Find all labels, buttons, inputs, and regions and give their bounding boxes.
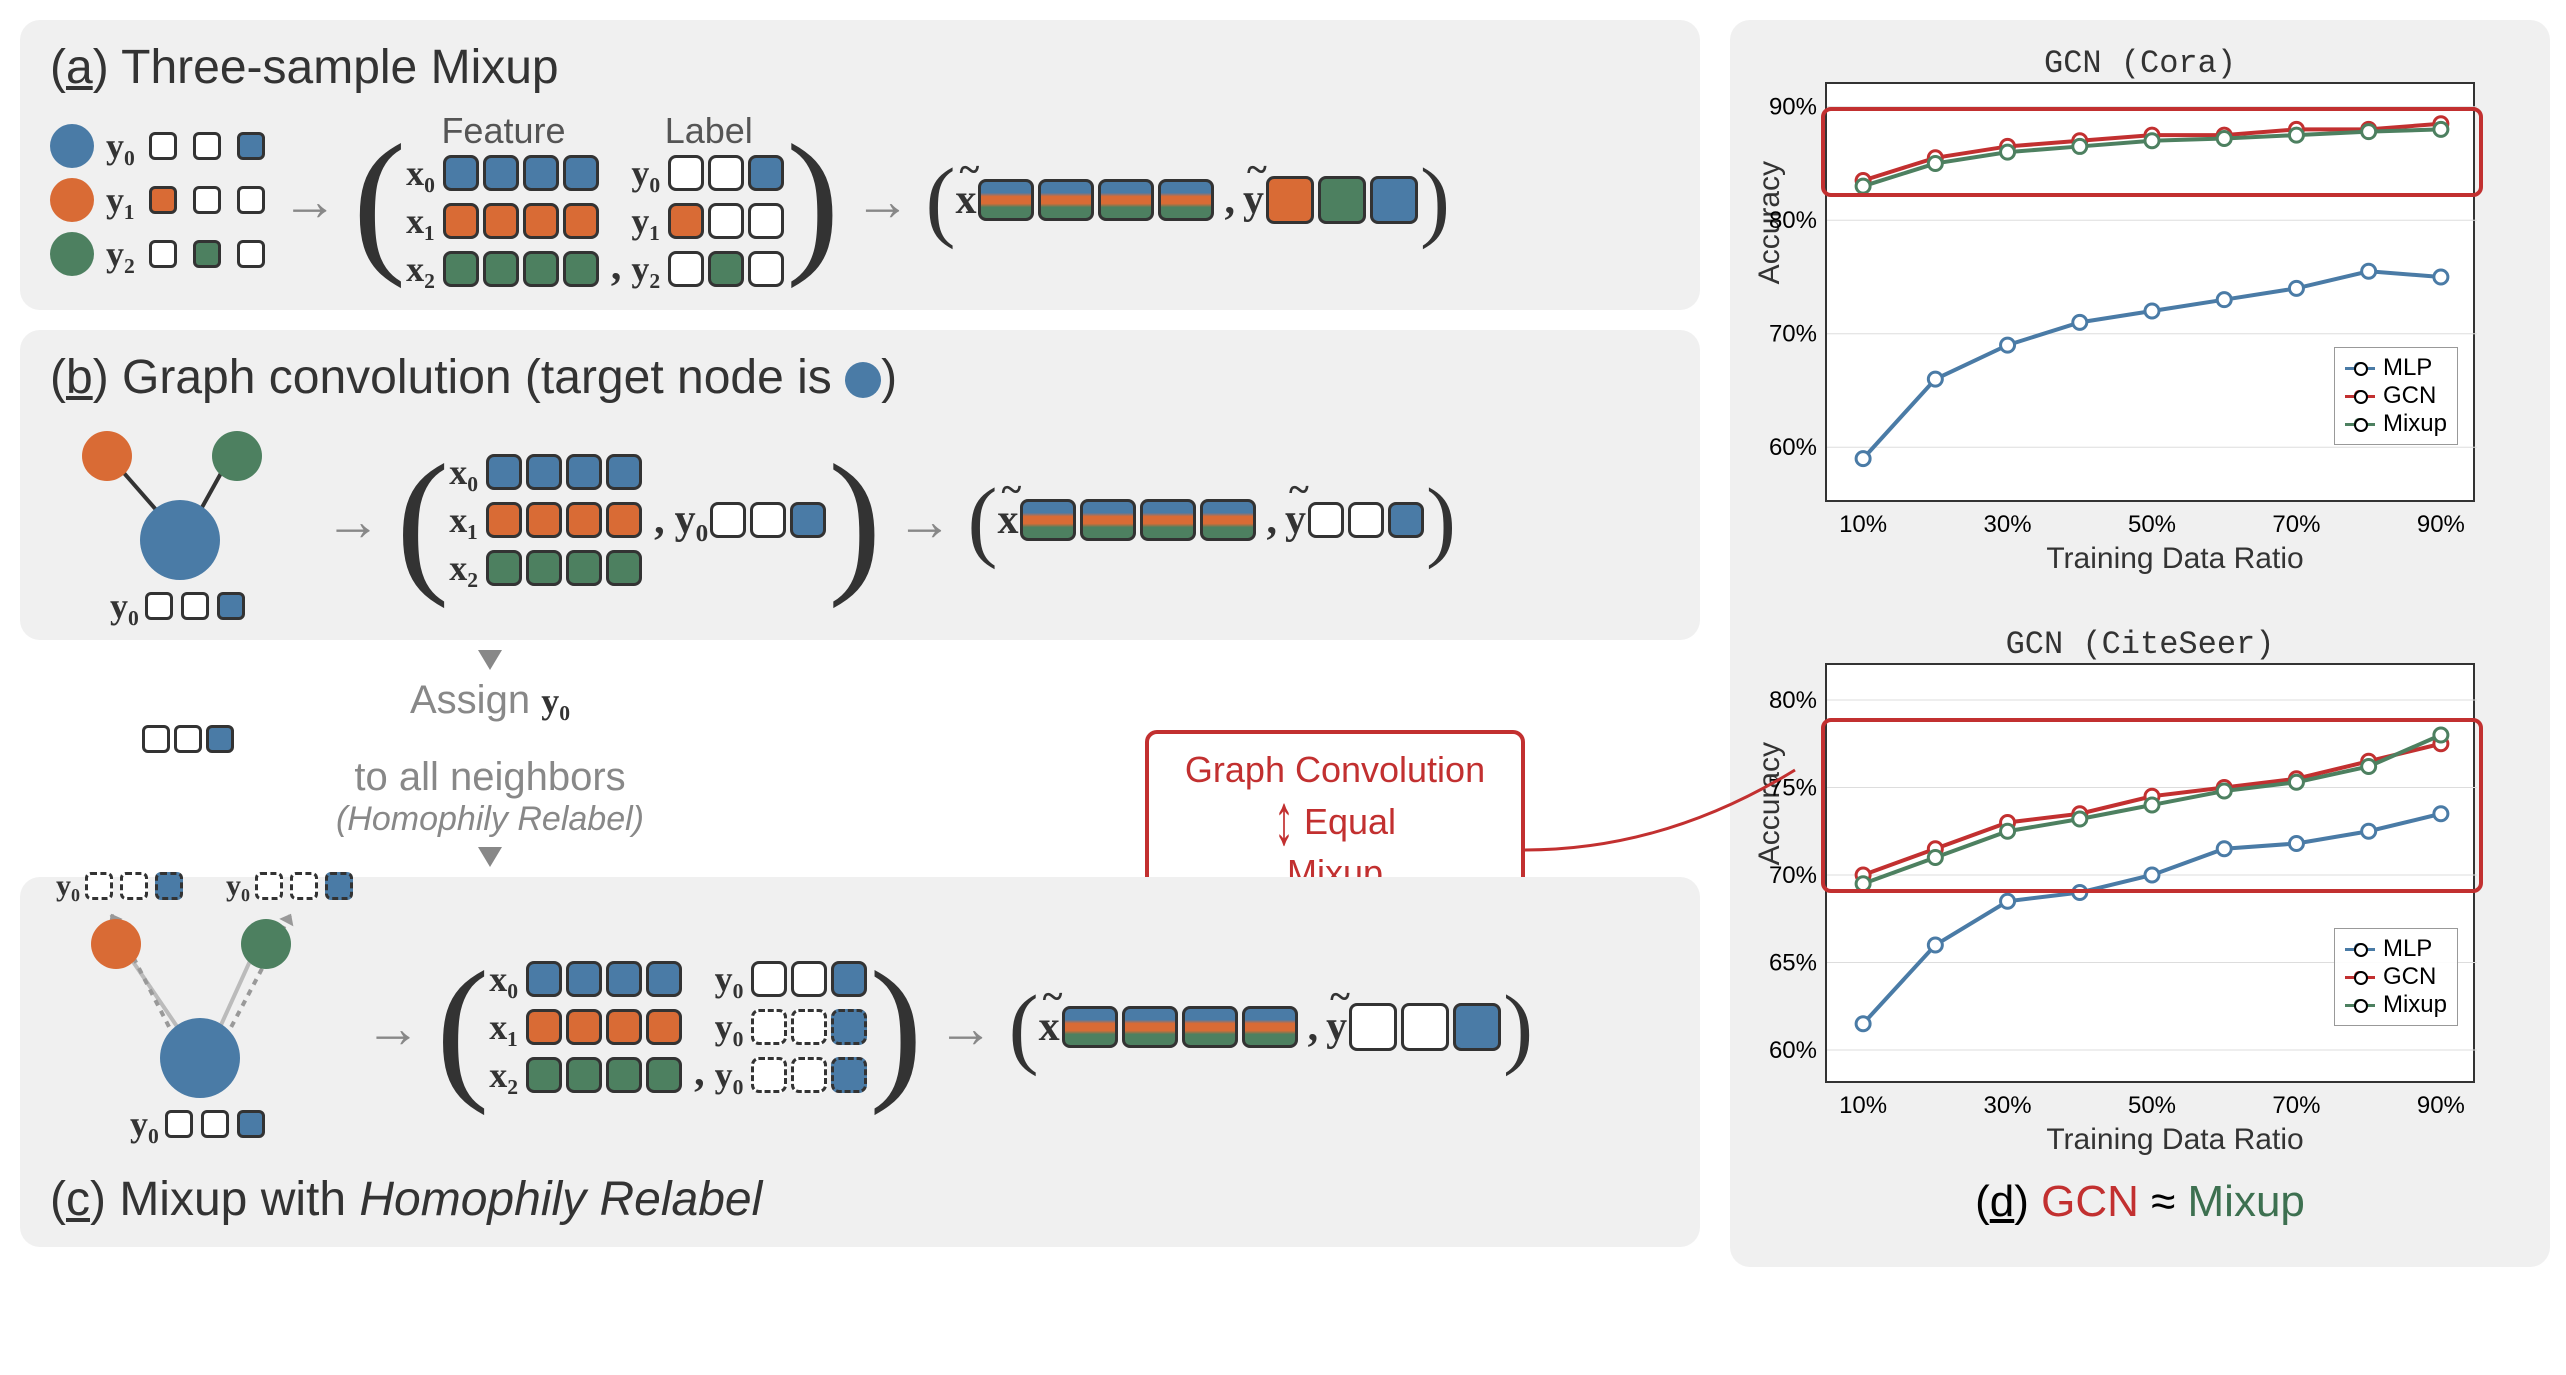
- legend-row: y₂: [50, 232, 267, 276]
- label-row: y₂: [631, 248, 786, 290]
- feature-label-c: ( x₀x₁x₂ , y₀y₀y₀ ): [436, 958, 923, 1096]
- relabel-text: Assign y₀ to all neighbors: [140, 678, 840, 800]
- feature-row: x₂: [406, 248, 601, 290]
- svg-text:50%: 50%: [2128, 511, 2176, 538]
- chart2-xlabel: Training Data Ratio: [1825, 1123, 2525, 1157]
- svg-text:10%: 10%: [1839, 1092, 1887, 1119]
- svg-text:75%: 75%: [1769, 775, 1817, 802]
- panel-c: y₀y₀y₀ → ( x₀x₁x₂ , y₀y₀y₀ ) → ( x , y: [20, 877, 1700, 1247]
- arrow-icon: →: [854, 168, 910, 233]
- svg-text:70%: 70%: [1769, 862, 1817, 889]
- label-row: y₀: [715, 1006, 870, 1048]
- arrow-icon: →: [896, 488, 952, 553]
- mixed-result-b: ( x , y ): [967, 489, 1455, 552]
- graph-b: y₀: [50, 420, 310, 620]
- svg-text:70%: 70%: [2272, 1092, 2320, 1119]
- graph-c: y₀y₀y₀: [50, 897, 350, 1157]
- label-row: y₀: [631, 152, 786, 194]
- svg-text:70%: 70%: [2272, 511, 2320, 538]
- legend-row: y₀: [50, 124, 267, 168]
- relabel-transition: Assign y₀ to all neighbors (Homophily Re…: [140, 650, 840, 867]
- feature-header: Feature: [406, 110, 601, 152]
- chart1-title: GCN (Cora): [1755, 45, 2525, 82]
- feature-row: x₂: [489, 1054, 684, 1096]
- arrow-down-icon: [478, 650, 502, 670]
- feature-row: x₀: [489, 958, 684, 1000]
- feature-label-b: ( x₀x₁x₂ , y₀ ): [396, 451, 881, 589]
- label-row: y₀: [715, 1054, 870, 1096]
- svg-text:90%: 90%: [2417, 1092, 2465, 1119]
- chart-citeseer: GCN (CiteSeer) Accuracy 60% 65% 70% 75% 80% 1…: [1755, 626, 2525, 1157]
- y0-label: y₀: [675, 496, 709, 544]
- svg-text:30%: 30%: [1984, 1092, 2032, 1119]
- graph-conv-label: Graph Convolution: [1174, 749, 1496, 791]
- legend-row: y₁: [50, 178, 267, 222]
- chart2-title: GCN (CiteSeer): [1755, 626, 2525, 663]
- svg-text:90%: 90%: [2417, 511, 2465, 538]
- label-header: Label: [631, 110, 786, 152]
- feature-row: x₁: [406, 200, 601, 242]
- main-container: (a) Three-sample Mixup y₀y₁y₂ → ( Featur…: [20, 20, 2546, 1267]
- equal-arrows: ↕ Equal: [1174, 799, 1496, 844]
- svg-text:10%: 10%: [1839, 511, 1887, 538]
- svg-text:60%: 60%: [1769, 1037, 1817, 1064]
- feature-row: x₁: [489, 1006, 684, 1048]
- arrow-icon: →: [282, 168, 338, 233]
- arrow-icon: →: [938, 995, 994, 1060]
- chart-panel: GCN (Cora) Accuracy 60% 70% 80% 90% 10% 30% 50…: [1730, 20, 2550, 1267]
- panel-c-title: (c) Mixup with Homophily Relabel: [50, 1172, 1670, 1227]
- feature-label-matrices: ( Feature x₀x₁x₂ , Label y₀y₁y₂ ): [353, 110, 840, 290]
- panel-a-title: (a) Three-sample Mixup: [50, 40, 1670, 95]
- panel-c-content: y₀y₀y₀ → ( x₀x₁x₂ , y₀y₀y₀ ) → ( x , y: [50, 897, 1670, 1157]
- svg-text:80%: 80%: [1769, 687, 1817, 714]
- panel-b: (b) Graph convolution (target node is ) …: [20, 330, 1700, 640]
- x-tilde: x: [955, 176, 976, 224]
- panel-a-legend: y₀ y₁ y₂: [50, 124, 267, 276]
- svg-text:50%: 50%: [2128, 1092, 2176, 1119]
- y-tilde: y: [1243, 176, 1264, 224]
- arrow-icon: →: [325, 488, 381, 553]
- feature-row: x₀: [449, 451, 644, 493]
- chart-cora: GCN (Cora) Accuracy 60%70%80%90%10%30%50…: [1755, 45, 2525, 576]
- feature-row: x₀: [406, 152, 601, 194]
- feature-row: x₂: [449, 547, 644, 589]
- relabel-sub: (Homophily Relabel): [140, 800, 840, 839]
- mixed-result-a: ( x , y ): [925, 169, 1449, 232]
- panel-a: (a) Three-sample Mixup y₀y₁y₂ → ( Featur…: [20, 20, 1700, 310]
- right-column: GCN (Cora) Accuracy 60% 70% 80% 90% 10% 30% 50…: [1730, 20, 2550, 1267]
- label-row: y₀: [715, 958, 870, 1000]
- svg-text:65%: 65%: [1769, 950, 1817, 977]
- panel-b-content: y₀ → ( x₀x₁x₂ , y₀ ) → ( x ,: [50, 420, 1670, 620]
- label-row: y₁: [631, 200, 786, 242]
- arrow-down-icon: [478, 847, 502, 867]
- left-column: (a) Three-sample Mixup y₀y₁y₂ → ( Featur…: [20, 20, 1700, 1267]
- svg-text:30%: 30%: [1984, 511, 2032, 538]
- svg-text:60%: 60%: [1769, 434, 1817, 461]
- panel-a-content: y₀y₁y₂ → ( Feature x₀x₁x₂ , Label y₀y₁y₂…: [50, 110, 1670, 290]
- panel-d-title: (d) GCN ≈ Mixup: [1755, 1177, 2525, 1227]
- panel-b-title: (b) Graph convolution (target node is ): [50, 350, 1670, 405]
- svg-text:80%: 80%: [1769, 207, 1817, 234]
- feature-row: x₁: [449, 499, 644, 541]
- chart1-xlabel: Training Data Ratio: [1825, 542, 2525, 576]
- arrow-icon: →: [365, 995, 421, 1060]
- chart-legend: MLPGCNMixup: [2334, 347, 2458, 445]
- mixed-result-c: ( x , y ): [1009, 996, 1533, 1059]
- chart2-ylabel: Accuracy: [1753, 742, 1787, 865]
- chart-legend: MLPGCNMixup: [2334, 928, 2458, 1026]
- svg-text:70%: 70%: [1769, 321, 1817, 348]
- svg-text:90%: 90%: [1769, 94, 1817, 121]
